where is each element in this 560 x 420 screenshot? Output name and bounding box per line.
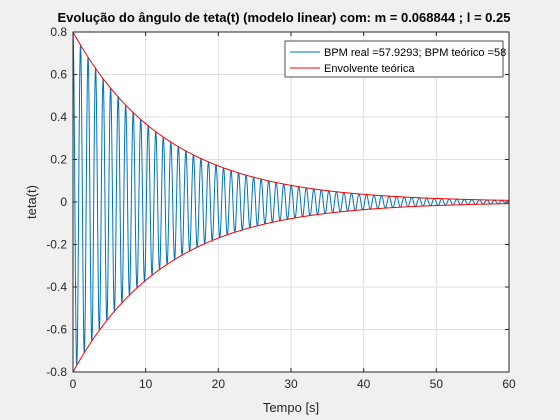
x-tick-label: 30 bbox=[284, 377, 298, 391]
series-line-envelope-upper bbox=[72, 31, 510, 201]
y-tick-label: -0.2 bbox=[46, 238, 67, 252]
y-tick-label: 0 bbox=[60, 195, 67, 209]
y-tick-label: -0.8 bbox=[46, 365, 67, 379]
ticks: 0 10 20 30 40 50 60 -0.8 -0.6 -0.4 -0.2 0 0.2 0.4 0.6 0… bbox=[46, 25, 516, 391]
x-tick-label: 10 bbox=[139, 377, 153, 391]
legend-entry-series-1: BPM real =57.9293; BPM teórico =58 bbox=[324, 47, 506, 59]
x-tick-label: 20 bbox=[212, 377, 226, 391]
chart-title: Evolução do ângulo de teta(t) (modelo li… bbox=[58, 10, 511, 25]
x-tick-label: 0 bbox=[70, 377, 77, 391]
y-tick-label: -0.6 bbox=[46, 323, 67, 337]
y-tick-label: -0.4 bbox=[46, 280, 67, 294]
y-tick-label: 0.8 bbox=[50, 25, 67, 39]
x-tick-label: 60 bbox=[502, 377, 516, 391]
y-tick-label: 0.4 bbox=[50, 110, 67, 124]
data-lines bbox=[72, 31, 510, 373]
legend-box bbox=[284, 40, 504, 78]
x-tick-label: 40 bbox=[357, 377, 371, 391]
x-tick-label: 50 bbox=[430, 377, 444, 391]
legend: BPM real =57.9293; BPM teórico =58 Envol… bbox=[284, 40, 506, 78]
x-axis-label: Tempo [s] bbox=[263, 400, 319, 415]
y-axis-label: teta(t) bbox=[24, 185, 39, 219]
series-line-envelope-lower bbox=[72, 203, 510, 373]
y-tick-label: 0.6 bbox=[50, 68, 67, 82]
legend-entry-series-2: Envolvente teórica bbox=[324, 63, 415, 75]
y-tick-label: 0.2 bbox=[50, 153, 67, 167]
